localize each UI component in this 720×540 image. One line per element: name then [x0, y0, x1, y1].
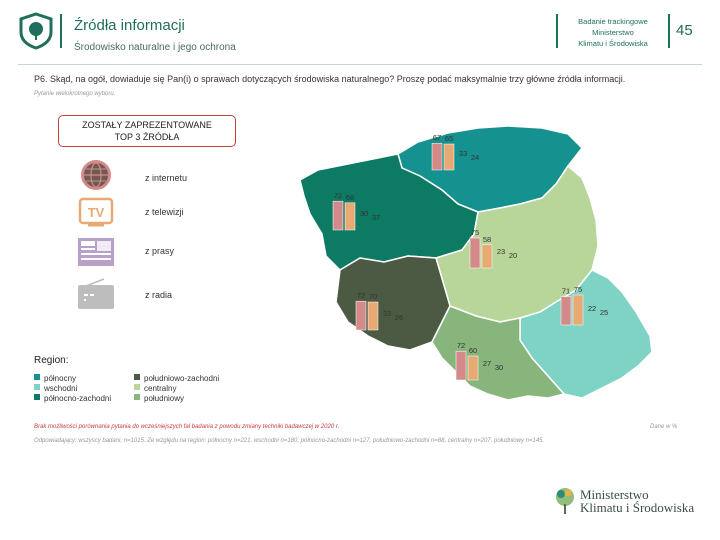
legend-label: południowy: [144, 394, 185, 403]
legend-item-south: południowy: [134, 394, 184, 404]
study-line: Klimatu i Środowiska: [578, 39, 648, 48]
legend-item-southwest: południowo-zachodni: [134, 374, 219, 384]
legend-item-east: wschodni: [34, 384, 77, 394]
bar-southwest-1: [367, 301, 379, 331]
value-label-northwest-1: 68: [346, 193, 354, 202]
legend-title: Region:: [34, 355, 69, 366]
value-label-east-3: 25: [600, 308, 608, 317]
svg-text:TV: TV: [88, 205, 105, 220]
value-label-north-1: 65: [445, 134, 453, 143]
shield-logo-icon: [19, 12, 53, 50]
bar-east-0: [560, 296, 572, 326]
top-sources-line: TOP 3 ŹRÓDŁA: [114, 132, 180, 142]
study-name: Badanie trackingowe Ministerstwo Klimatu…: [560, 16, 666, 49]
value-label-central-3: 20: [509, 251, 517, 260]
bar-south-1: [467, 355, 479, 381]
source-label-tv: z telewizji: [145, 207, 184, 217]
value-label-southwest-1: 70: [369, 292, 377, 301]
value-label-east-1: 75: [574, 285, 582, 294]
question-text: P6. Skąd, na ogół, dowiaduje się Pan(i) …: [34, 74, 626, 84]
top-sources-box: ZOSTAŁY ZAPREZENTOWANE TOP 3 ŹRÓDŁA: [58, 115, 236, 147]
study-divider-right: [668, 14, 670, 48]
value-label-north-2: 33: [459, 149, 467, 158]
newspaper-icon: [78, 238, 114, 266]
legend-item-central: centralny: [134, 384, 176, 394]
legend-label: północno-zachodni: [44, 394, 112, 403]
value-label-south-1: 60: [469, 346, 477, 355]
bar-northwest-0: [332, 200, 344, 231]
header-divider: [60, 14, 62, 48]
footnote-sample: Odpowiadający: wszyscy badani, n=1015. Z…: [34, 438, 545, 444]
page-number: 45: [676, 22, 693, 39]
value-label-northwest-2: 30: [360, 209, 368, 218]
legend-swatch: [34, 374, 40, 380]
value-label-southwest-0: 72: [357, 291, 365, 300]
legend-swatch: [34, 384, 40, 390]
source-label-press: z prasy: [145, 246, 175, 256]
ministry-line: Klimatu i Środowiska: [580, 500, 695, 515]
value-label-south-0: 72: [457, 341, 465, 350]
study-line: Badanie trackingowe: [578, 17, 648, 26]
header-rule: [18, 64, 702, 65]
legend-swatch: [134, 384, 140, 390]
radio-icon: [78, 278, 114, 309]
bar-central-1: [481, 244, 493, 269]
tv-icon: TV: [78, 197, 114, 227]
question-note: Pytanie wielokrotnego wyboru.: [34, 91, 116, 97]
value-label-east-2: 22: [588, 304, 596, 313]
page-title: Źródła informacji: [74, 17, 185, 34]
value-label-central-0: 75: [471, 228, 479, 237]
legend-swatch: [34, 394, 40, 400]
legend-item-north: północny: [34, 374, 76, 384]
footnote-comparison: Brak możliwości porównania pytania do wc…: [34, 424, 340, 430]
region-east: [519, 269, 653, 399]
region-southwest: [335, 255, 451, 351]
ministry-line: Ministerstwo: [580, 487, 649, 502]
legend-label: centralny: [144, 384, 177, 393]
legend-label: północny: [44, 374, 77, 383]
value-label-south-3: 30: [495, 363, 503, 372]
ministry-logo-text: Ministerstwo Klimatu i Środowiska: [580, 488, 694, 514]
legend-label: południowo-zachodni: [144, 374, 220, 383]
value-label-northwest-0: 72: [334, 191, 342, 200]
value-label-central-2: 23: [497, 247, 505, 256]
globe-icon: [81, 160, 111, 190]
bar-south-0: [455, 350, 467, 381]
value-label-southwest-2: 33: [383, 309, 391, 318]
bar-central-0: [469, 237, 481, 269]
legend-item-northwest: północno-zachodni: [34, 394, 111, 404]
value-label-north-3: 24: [471, 153, 479, 162]
bar-northwest-1: [344, 202, 356, 231]
value-label-southwest-3: 26: [395, 313, 403, 322]
legend-label: wschodni: [44, 384, 78, 393]
study-line: Ministerstwo: [592, 28, 634, 37]
value-label-northwest-3: 37: [372, 213, 380, 222]
bar-north-1: [443, 143, 455, 171]
bar-north-0: [431, 142, 443, 171]
legend-swatch: [134, 394, 140, 400]
bar-southwest-0: [355, 300, 367, 331]
bar-east-1: [572, 294, 584, 326]
value-label-east-0: 71: [562, 287, 570, 296]
legend-swatch: [134, 374, 140, 380]
value-label-north-0: 67: [433, 133, 441, 142]
top-sources-line: ZOSTAŁY ZAPREZENTOWANE: [82, 120, 212, 130]
data-unit-note: Dane w %: [650, 424, 678, 430]
value-label-south-2: 27: [483, 359, 491, 368]
source-label-internet: z internetu: [145, 173, 188, 183]
source-label-radio: z radia: [145, 290, 173, 300]
study-divider-left: [556, 14, 558, 48]
ministry-leaf-logo-icon: [556, 488, 574, 514]
value-label-central-1: 58: [483, 235, 491, 244]
page-subtitle: Środowisko naturalne i jego ochrona: [74, 42, 236, 53]
